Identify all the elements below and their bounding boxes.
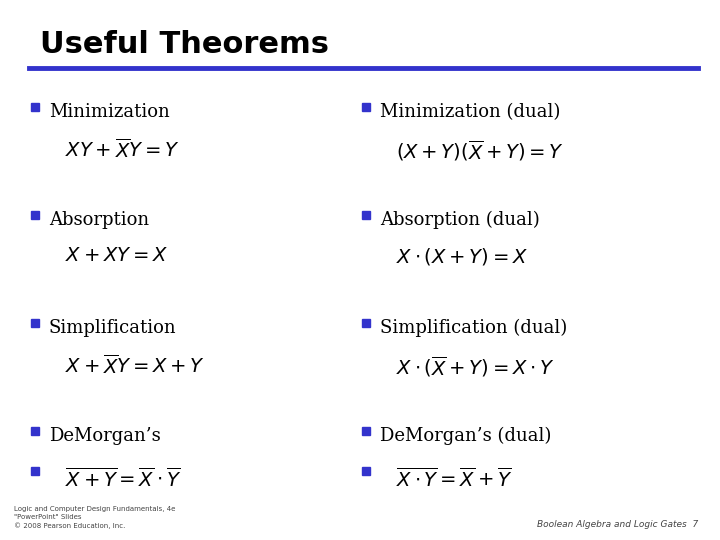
Text: Useful Theorems: Useful Theorems: [40, 30, 328, 59]
Text: DeMorgan’s: DeMorgan’s: [49, 427, 161, 444]
Text: Logic and Computer Design Fundamentals, 4e
"PowerPoint" Slides
© 2008 Pearson Ed: Logic and Computer Design Fundamentals, …: [14, 507, 176, 529]
Text: $X + \overline{X}Y = X + Y$: $X + \overline{X}Y = X + Y$: [65, 354, 204, 377]
Text: $\overline{X \cdot Y} = \overline{X} + \overline{Y}$: $\overline{X \cdot Y} = \overline{X} + \…: [396, 467, 513, 491]
Text: $\overline{X + Y} = \overline{X} \cdot \overline{Y}$: $\overline{X + Y} = \overline{X} \cdot \…: [65, 467, 181, 491]
Text: Simplification (dual): Simplification (dual): [380, 319, 567, 337]
Text: Boolean Algebra and Logic Gates  7: Boolean Algebra and Logic Gates 7: [537, 520, 698, 529]
Text: DeMorgan’s (dual): DeMorgan’s (dual): [380, 427, 552, 445]
Text: Minimization (dual): Minimization (dual): [380, 103, 561, 120]
Text: $(X+Y)(\overline{X}+Y) = Y$: $(X+Y)(\overline{X}+Y) = Y$: [396, 138, 564, 163]
Text: $X + XY = X$: $X + XY = X$: [65, 246, 168, 265]
Text: $X \cdot (X + Y) = X$: $X \cdot (X + Y) = X$: [396, 246, 528, 267]
Text: Simplification: Simplification: [49, 319, 176, 336]
Text: Minimization: Minimization: [49, 103, 170, 120]
Text: Absorption (dual): Absorption (dual): [380, 211, 540, 229]
Text: Absorption: Absorption: [49, 211, 149, 228]
Text: $X \cdot (\overline{X} + Y) = X \cdot Y$: $X \cdot (\overline{X} + Y) = X \cdot Y$: [396, 354, 554, 379]
Text: $XY + \overline{X}Y = Y$: $XY + \overline{X}Y = Y$: [65, 138, 179, 161]
